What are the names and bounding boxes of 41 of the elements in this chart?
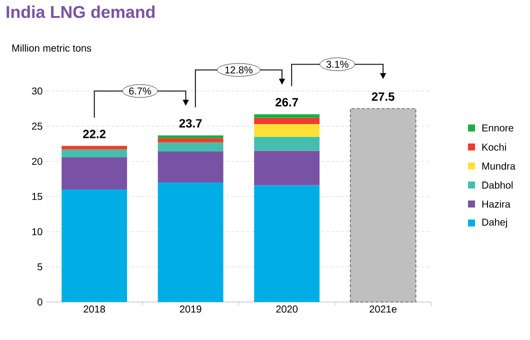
bar: [254, 114, 320, 118]
bar: [62, 157, 128, 190]
y-tick-label: 0: [38, 298, 42, 306]
y-tick-label: 20: [32, 158, 42, 165]
legend-label: Mundra: [482, 162, 516, 170]
x-tick-label: 2020: [276, 306, 298, 313]
bar: [62, 146, 128, 150]
bar: [158, 138, 224, 142]
annotation: 6.7%: [129, 87, 152, 95]
legend-label: Ennore: [482, 124, 514, 132]
legend-label: Dahej: [482, 218, 507, 228]
y-tick-label: 30: [32, 87, 42, 95]
y-tick-label: 15: [32, 193, 42, 200]
chart-title: India LNG demand: [6, 6, 155, 18]
y-tick-label: 5: [38, 263, 42, 270]
total-label: 26.7: [276, 98, 298, 106]
total-label: 27.5: [372, 92, 394, 101]
bar: [350, 108, 416, 302]
bar: [254, 124, 320, 137]
y-axis-title: Million metric tons: [12, 44, 92, 52]
y-tick-label: 25: [32, 122, 42, 130]
x-tick-label: 2019: [180, 306, 202, 313]
bar: [62, 149, 128, 158]
text: 3.1%: [326, 60, 348, 68]
legend-label: Kochi: [482, 143, 506, 151]
bar: [62, 189, 128, 302]
bar: [158, 182, 224, 302]
bar: [254, 118, 320, 124]
bar: [254, 150, 320, 186]
text: 12.8%: [225, 66, 253, 74]
total-label: 22.2: [83, 130, 106, 138]
x-tick-label: 2018: [84, 306, 106, 313]
legend-label: Hazira: [482, 200, 510, 208]
bar: [158, 152, 224, 182]
y-tick-label: 10: [32, 228, 42, 236]
bar: [254, 185, 320, 302]
bar: [254, 136, 320, 151]
bar: [158, 142, 224, 152]
legend-label: Dabhol: [482, 181, 513, 189]
total-label: 23.7: [179, 119, 202, 128]
x-tick-label: 2021e: [370, 306, 397, 313]
